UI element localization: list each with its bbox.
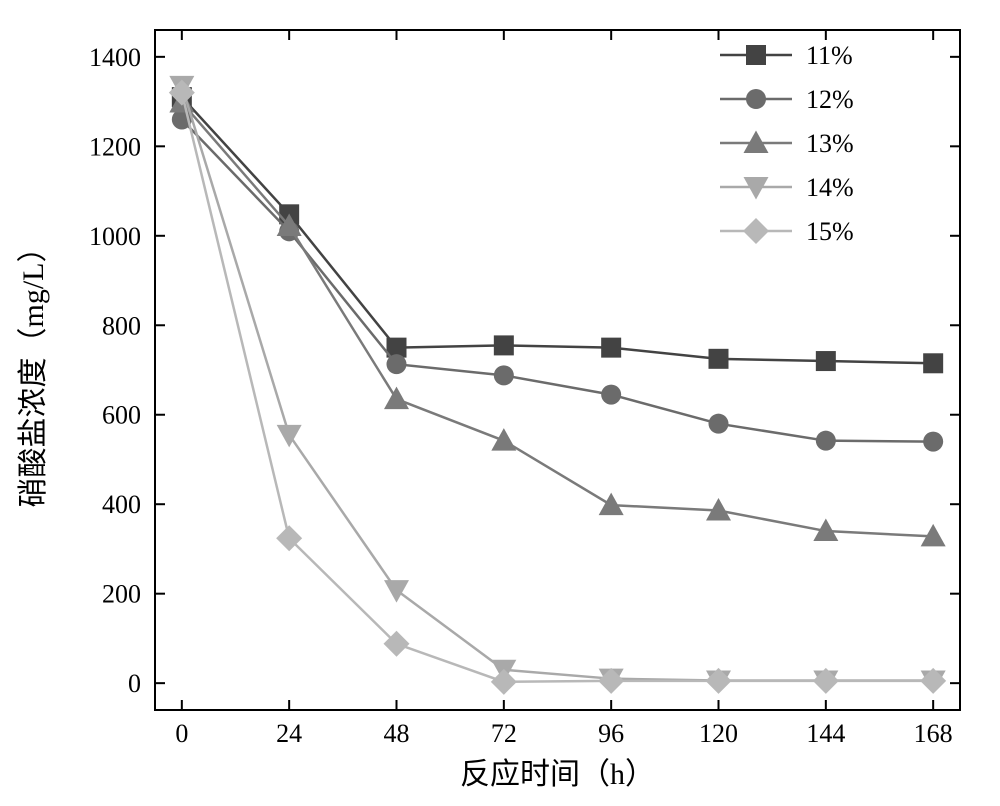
- y-tick-label: 600: [102, 401, 141, 430]
- legend-label-11%: 11%: [806, 41, 853, 70]
- series-marker-12%: [816, 431, 836, 451]
- series-marker-12%: [601, 385, 621, 405]
- series-marker-12%: [709, 414, 729, 434]
- series-marker-12%: [387, 354, 407, 374]
- series-marker-13%: [599, 493, 624, 516]
- y-tick-label: 1200: [89, 132, 141, 161]
- line-chart: 0 24 48 72 96 120 144 168 0 200 400 600 800 1000 1200 1…: [0, 0, 1000, 806]
- x-tick-label: 120: [699, 719, 738, 748]
- series-marker-12%: [494, 365, 514, 385]
- y-tick-label: 200: [102, 580, 141, 609]
- legend-label-15%: 15%: [806, 217, 854, 246]
- y-tick-label: 1000: [89, 222, 141, 251]
- x-tick-label: 144: [806, 719, 845, 748]
- series-marker-11%: [601, 338, 621, 358]
- legend-label-13%: 13%: [806, 129, 854, 158]
- series-line-12%: [182, 119, 933, 441]
- series-marker-12%: [923, 432, 943, 452]
- series-marker-11%: [709, 349, 729, 369]
- x-axis-title: 反应时间（h）: [460, 758, 655, 791]
- series-marker-14%: [384, 580, 409, 603]
- legend-marker-12%: [746, 89, 766, 109]
- legend-label-12%: 12%: [806, 85, 854, 114]
- series-marker-11%: [494, 335, 514, 355]
- y-tick-label: 1400: [89, 43, 141, 72]
- chart-container: 0 24 48 72 96 120 144 168 0 200 400 600 800 1000 1200 1…: [0, 0, 1000, 806]
- legend-marker-11%: [746, 45, 766, 65]
- legend-marker-15%: [743, 218, 769, 244]
- x-tick-label: 24: [276, 719, 302, 748]
- x-tick-label: 96: [598, 719, 624, 748]
- y-tick-label: 800: [102, 311, 141, 340]
- series-line-13%: [182, 102, 933, 536]
- series-marker-11%: [816, 351, 836, 371]
- legend-label-14%: 14%: [806, 173, 854, 202]
- x-tick-label: 0: [175, 719, 188, 748]
- x-tick-label: 72: [491, 719, 517, 748]
- series-marker-13%: [384, 387, 409, 410]
- x-tick-label: 48: [384, 719, 410, 748]
- series-marker-13%: [491, 428, 516, 451]
- x-tick-label: 168: [914, 719, 953, 748]
- y-tick-label: 400: [102, 490, 141, 519]
- series-marker-15%: [491, 669, 517, 695]
- y-axis-title: 硝酸盐浓度（mg/L）: [17, 233, 50, 508]
- y-tick-label: 0: [128, 669, 141, 698]
- series-marker-14%: [277, 425, 302, 448]
- series-marker-11%: [923, 353, 943, 373]
